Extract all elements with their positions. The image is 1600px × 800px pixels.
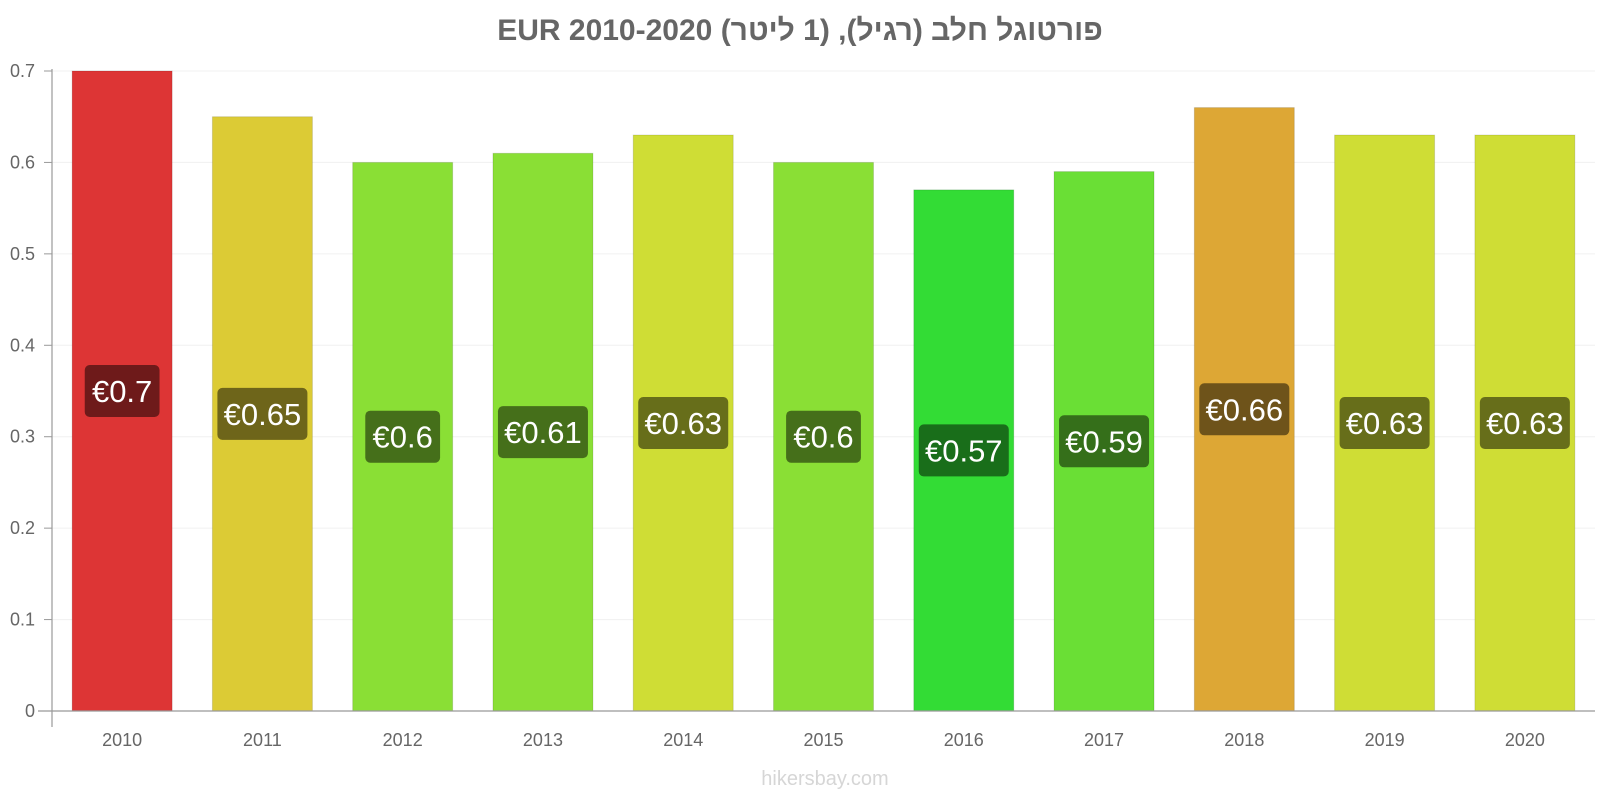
y-tick-label: 0.2 [10, 518, 35, 538]
data-label-box [918, 424, 1009, 477]
data-label-box [365, 410, 441, 463]
x-tick-label: 2018 [1224, 730, 1264, 750]
x-tick-label: 2020 [1505, 730, 1545, 750]
data-label: €0.63 [1346, 406, 1424, 441]
data-label: €0.6 [373, 420, 433, 455]
x-tick-label: 2010 [102, 730, 142, 750]
x-tick-label: 2012 [383, 730, 423, 750]
data-label-box [638, 397, 729, 449]
x-tick-label: 2014 [663, 730, 703, 750]
data-label-box [1059, 415, 1150, 468]
data-label-box [84, 365, 160, 417]
x-tick-label: 2013 [523, 730, 563, 750]
data-label: €0.63 [644, 406, 722, 441]
x-tick-label: 2017 [1084, 730, 1124, 750]
data-label: €0.63 [1486, 406, 1564, 441]
watermark: hikersbay.com [761, 768, 889, 790]
data-label-box [1479, 397, 1570, 449]
x-tick-label: 2015 [803, 730, 843, 750]
data-label-box [1339, 397, 1430, 449]
x-tick-label: 2016 [944, 730, 984, 750]
y-tick-label: 0.4 [10, 335, 35, 355]
data-label: €0.57 [925, 433, 1003, 468]
y-tick-label: 0.3 [10, 427, 35, 447]
chart-title: פורטוגל חלב (רגיל), (1 ליטר) EUR 2010-20… [497, 14, 1103, 47]
x-tick-label: 2019 [1365, 730, 1405, 750]
data-label-box [786, 410, 861, 463]
x-tick-label: 2011 [243, 730, 282, 750]
data-label: €0.6 [793, 420, 853, 455]
y-tick-label: 0 [25, 701, 35, 721]
data-label: €0.61 [504, 415, 582, 450]
data-label-box [217, 387, 308, 440]
y-tick-label: 0.7 [10, 61, 35, 81]
y-tick-label: 0.6 [10, 152, 35, 172]
data-label: €0.66 [1206, 392, 1284, 427]
y-tick-label: 0.5 [10, 244, 35, 264]
data-label: €0.59 [1065, 424, 1143, 459]
y-tick-label: 0.1 [10, 610, 35, 630]
data-label-box [497, 406, 588, 459]
data-label: €0.7 [92, 374, 152, 409]
data-label: €0.65 [224, 397, 302, 432]
data-label-box [1199, 383, 1290, 436]
